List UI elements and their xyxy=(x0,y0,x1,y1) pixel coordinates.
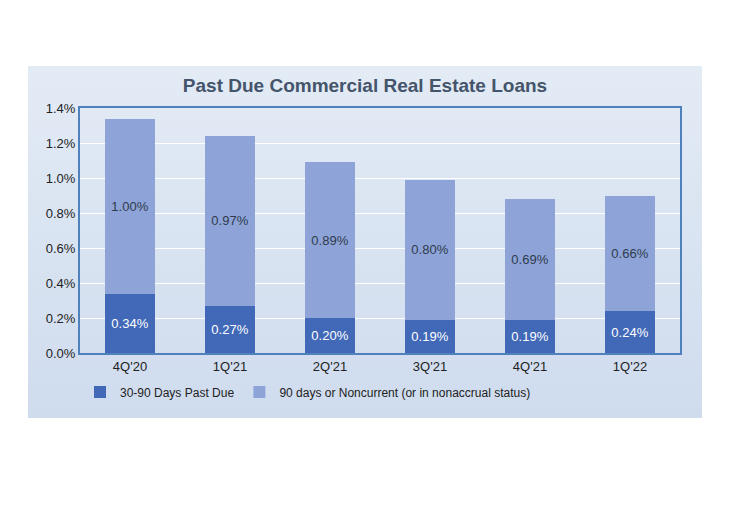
svg-text:90 days or Noncurrent (or in n: 90 days or Noncurrent (or in nonaccrual … xyxy=(279,386,530,400)
svg-text:0.69%: 0.69% xyxy=(511,252,548,267)
svg-text:4Q'20: 4Q'20 xyxy=(113,359,147,374)
svg-text:0.20%: 0.20% xyxy=(311,328,348,343)
svg-text:30-90 Days Past Due: 30-90 Days Past Due xyxy=(120,386,234,400)
svg-text:4Q'21: 4Q'21 xyxy=(513,359,547,374)
svg-text:0.0%: 0.0% xyxy=(46,346,76,361)
svg-text:Past Due Commercial Real Estat: Past Due Commercial Real Estate Loans xyxy=(183,75,547,96)
svg-text:2Q'21: 2Q'21 xyxy=(313,359,347,374)
svg-text:1Q'22: 1Q'22 xyxy=(613,359,647,374)
svg-text:0.24%: 0.24% xyxy=(611,325,648,340)
svg-text:0.2%: 0.2% xyxy=(46,311,76,326)
svg-text:0.19%: 0.19% xyxy=(511,329,548,344)
svg-text:0.34%: 0.34% xyxy=(111,316,148,331)
svg-text:1.2%: 1.2% xyxy=(46,136,76,151)
svg-text:0.80%: 0.80% xyxy=(411,242,448,257)
svg-text:0.8%: 0.8% xyxy=(46,206,76,221)
svg-text:0.27%: 0.27% xyxy=(211,322,248,337)
svg-text:0.19%: 0.19% xyxy=(411,329,448,344)
svg-text:3Q'21: 3Q'21 xyxy=(413,359,447,374)
svg-text:0.97%: 0.97% xyxy=(211,213,248,228)
svg-text:1.00%: 1.00% xyxy=(111,199,148,214)
svg-text:0.4%: 0.4% xyxy=(46,276,76,291)
svg-text:0.66%: 0.66% xyxy=(611,246,648,261)
svg-text:0.6%: 0.6% xyxy=(46,241,76,256)
svg-text:1Q'21: 1Q'21 xyxy=(213,359,247,374)
svg-text:1.0%: 1.0% xyxy=(46,171,76,186)
svg-text:0.89%: 0.89% xyxy=(311,233,348,248)
svg-text:1.4%: 1.4% xyxy=(46,101,76,116)
